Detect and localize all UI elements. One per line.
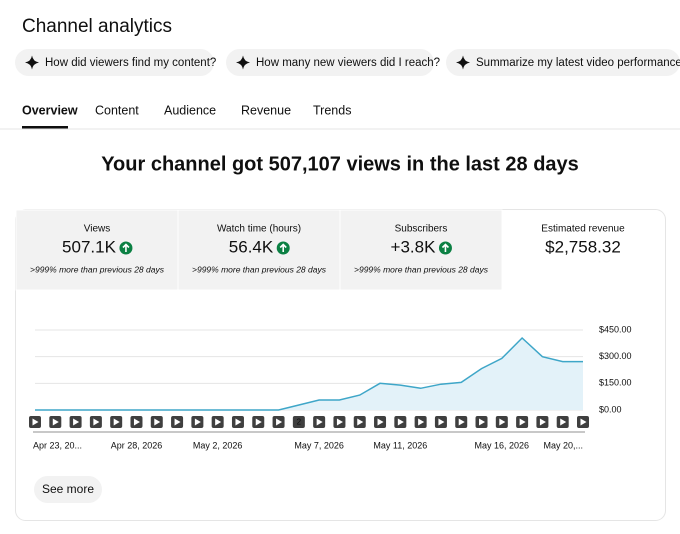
tab[interactable]: Audience bbox=[164, 103, 216, 117]
stat-value: 56.4K bbox=[229, 237, 274, 256]
x-tick-label: May 2, 2026 bbox=[193, 440, 243, 450]
y-tick-label: $300.00 bbox=[599, 351, 632, 361]
see-more-label: See more bbox=[42, 482, 94, 496]
play-icon bbox=[499, 418, 506, 426]
x-tick-label: May 16, 2026 bbox=[475, 440, 530, 450]
stat-note: >999% more than previous 28 days bbox=[30, 264, 165, 274]
x-tick-label: Apr 23, 20... bbox=[33, 440, 82, 450]
video-marker[interactable] bbox=[292, 416, 305, 428]
up-arrow bbox=[441, 243, 450, 252]
play-icon bbox=[438, 418, 445, 426]
play-icon bbox=[560, 418, 567, 426]
play-icon bbox=[418, 418, 425, 426]
stat-tile[interactable] bbox=[339, 209, 503, 291]
tab-underline bbox=[22, 126, 68, 129]
play-icon bbox=[397, 418, 404, 426]
stat-value: +3.8K bbox=[391, 237, 437, 256]
x-tick-label: May 7, 2026 bbox=[294, 440, 344, 450]
play-icon bbox=[357, 418, 364, 426]
play-icon bbox=[73, 418, 80, 426]
up-arrow bbox=[279, 243, 287, 252]
stat-note: >999% more than previous 28 days bbox=[354, 264, 489, 274]
play-icon bbox=[32, 418, 39, 426]
play-icon bbox=[215, 418, 222, 426]
play-icon bbox=[133, 418, 140, 426]
prompt-chip[interactable] bbox=[446, 49, 680, 76]
play-icon bbox=[174, 418, 181, 426]
play-icon bbox=[377, 418, 384, 426]
line bbox=[35, 336, 583, 411]
play-icon bbox=[479, 418, 486, 426]
headline: Your channel got 507,107 views in the la… bbox=[101, 153, 579, 175]
up-arrow bbox=[122, 243, 130, 252]
area bbox=[35, 338, 583, 410]
tab[interactable]: Overview bbox=[22, 103, 78, 117]
sparkle-icon bbox=[456, 55, 470, 70]
play-icon bbox=[255, 418, 262, 426]
sparkle-icon bbox=[25, 55, 39, 70]
page-title: Channel analytics bbox=[22, 16, 172, 37]
stat-label: Watch time (hours) bbox=[217, 224, 301, 235]
x-tick-label: Apr 28, 2026 bbox=[111, 440, 163, 450]
tab[interactable]: Content bbox=[95, 103, 139, 117]
play-icon bbox=[276, 418, 283, 426]
stat-note: >999% more than previous 28 days bbox=[192, 264, 327, 274]
play-icon bbox=[52, 418, 59, 426]
play-icon bbox=[316, 418, 323, 426]
stat-label: Subscribers bbox=[395, 224, 448, 235]
play-icon bbox=[539, 418, 546, 426]
prompt-chip[interactable] bbox=[15, 49, 214, 76]
play-icon bbox=[194, 418, 201, 426]
y-tick-label: $450.00 bbox=[599, 324, 632, 334]
sparkle-icon bbox=[236, 55, 250, 70]
play-icon bbox=[235, 418, 242, 426]
play-icon bbox=[580, 418, 587, 426]
play-icon bbox=[336, 418, 343, 426]
stat-label: Views bbox=[84, 224, 111, 235]
stat-value: $2,758.32 bbox=[545, 237, 621, 256]
tab[interactable]: Revenue bbox=[241, 103, 291, 117]
chip-label: How did viewers find my content? bbox=[45, 57, 216, 69]
prompt-chip[interactable] bbox=[226, 49, 434, 76]
chip-label: Summarize my latest video performance bbox=[476, 57, 680, 69]
see-more-button[interactable] bbox=[34, 476, 102, 503]
chip-label: How many new viewers did I reach? bbox=[256, 57, 440, 69]
play-icon bbox=[458, 418, 465, 426]
marker-count: 2 bbox=[297, 418, 302, 427]
x-tick-label: May 11, 2026 bbox=[373, 440, 427, 450]
play-icon bbox=[93, 418, 100, 426]
play-icon bbox=[113, 418, 120, 426]
y-tick-label: $150.00 bbox=[599, 378, 632, 388]
play-icon bbox=[519, 418, 526, 426]
stat-value: 507.1K bbox=[62, 237, 117, 256]
y-tick-label: $0.00 bbox=[599, 404, 622, 414]
tab[interactable]: Trends bbox=[313, 103, 351, 117]
play-icon bbox=[154, 418, 161, 426]
x-tick-label: May 20,... bbox=[543, 440, 583, 450]
stat-label: Estimated revenue bbox=[541, 224, 625, 235]
